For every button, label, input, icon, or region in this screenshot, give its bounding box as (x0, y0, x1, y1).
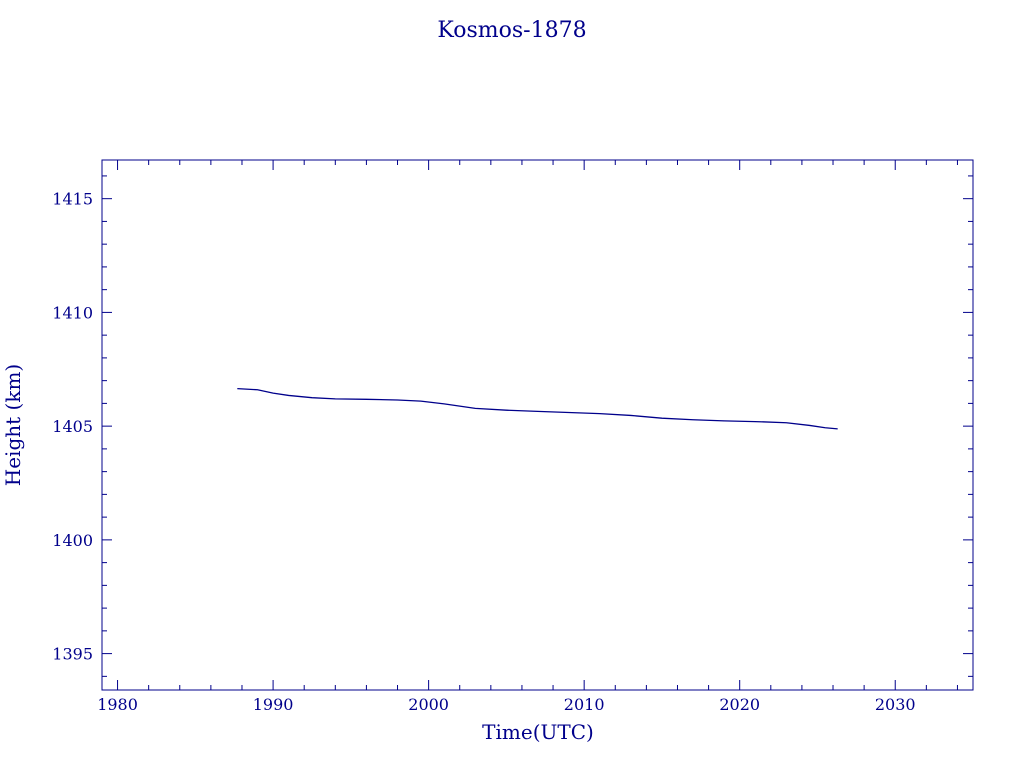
y-tick-label: 1400 (52, 531, 93, 550)
x-tick-label: 2000 (408, 695, 449, 714)
y-tick-label: 1410 (52, 303, 93, 322)
y-tick-label: 1415 (52, 190, 93, 209)
series-line (237, 387, 838, 430)
x-tick-label: 1990 (253, 695, 294, 714)
x-tick-label: 2010 (564, 695, 605, 714)
y-axis: 1395 1400 1405 1410 1415 (52, 175, 973, 677)
y-axis-label: Height (km) (1, 364, 25, 486)
x-tick-label: 2020 (719, 695, 760, 714)
x-axis-label: Time(UTC) (482, 720, 594, 744)
x-axis: 1980 1990 2000 2010 2020 2030 (97, 160, 958, 714)
chart-title: Kosmos-1878 (437, 18, 586, 43)
y-tick-label: 1395 (52, 645, 93, 664)
y-tick-label: 1405 (52, 417, 93, 436)
x-tick-label: 1980 (97, 695, 138, 714)
x-tick-label: 2030 (875, 695, 916, 714)
plot-frame (101, 159, 974, 691)
